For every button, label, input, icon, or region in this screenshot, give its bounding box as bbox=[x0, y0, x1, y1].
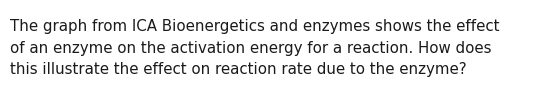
Text: The graph from ICA Bioenergetics and enzymes shows the effect
of an enzyme on th: The graph from ICA Bioenergetics and enz… bbox=[10, 19, 499, 77]
